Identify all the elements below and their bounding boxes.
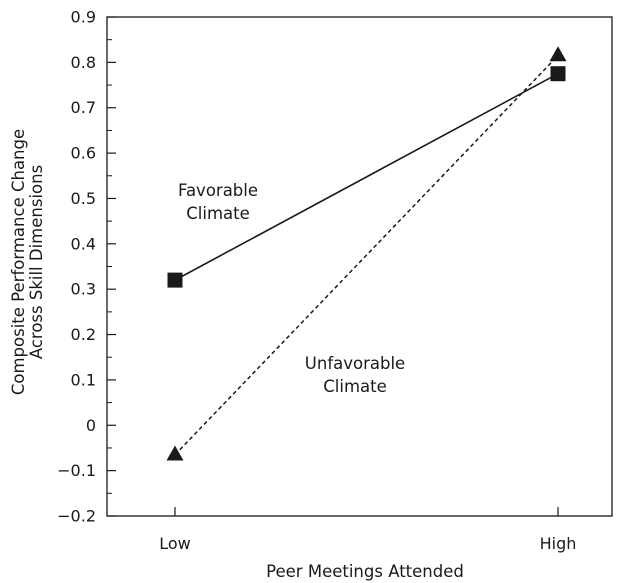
x-tick-label-low: Low bbox=[159, 534, 191, 553]
unfavorable-marker-low bbox=[166, 445, 184, 461]
x-tick-label-high: High bbox=[540, 534, 577, 553]
x-axis-title: Peer Meetings Attended bbox=[266, 562, 464, 581]
y-tick-label: 0.9 bbox=[71, 8, 96, 27]
unfavorable-series-line bbox=[174, 55, 559, 456]
y-tick-label: 0.8 bbox=[71, 53, 96, 72]
favorable-climate-annotation: Favorable Climate bbox=[178, 181, 258, 223]
y-tick-label: 0.7 bbox=[71, 98, 96, 117]
plot-frame bbox=[106, 16, 613, 517]
unfavorable-label-line-1: Unfavorable bbox=[305, 354, 405, 373]
y-tick-label: 0.1 bbox=[71, 370, 96, 389]
x-axis: Low High bbox=[159, 507, 576, 553]
favorable-label-line-1: Favorable bbox=[178, 181, 258, 200]
y-axis: −0.2 −0.1 0 0.1 0.2 0.3 0.4 0.5 0.6 0.7 0.8 0.9 bbox=[57, 8, 116, 526]
y-tick-label: −0.1 bbox=[57, 461, 96, 480]
y-tick-label: 0.4 bbox=[71, 234, 96, 253]
y-axis-title-line-1: Composite Performance Change bbox=[9, 129, 28, 395]
series-layer bbox=[166, 46, 567, 461]
favorable-series-line bbox=[174, 73, 559, 281]
y-tick-label: 0.2 bbox=[71, 325, 96, 344]
y-tick-label: 0.5 bbox=[71, 189, 96, 208]
unfavorable-marker-high bbox=[549, 46, 567, 62]
y-tick-label: 0.6 bbox=[71, 144, 96, 163]
y-tick-label: 0 bbox=[86, 416, 96, 435]
favorable-marker-high bbox=[550, 66, 566, 82]
favorable-label-line-2: Climate bbox=[186, 204, 250, 223]
y-axis-title-line-2: Across Skill Dimensions bbox=[27, 165, 46, 359]
y-axis-title: Composite Performance Change Across Skil… bbox=[9, 129, 46, 395]
unfavorable-climate-annotation: Unfavorable Climate bbox=[305, 354, 405, 396]
y-tick-label: −0.2 bbox=[57, 507, 96, 526]
favorable-marker-low bbox=[167, 272, 183, 288]
unfavorable-label-line-2: Climate bbox=[323, 377, 387, 396]
y-tick-label: 0.3 bbox=[71, 280, 96, 299]
